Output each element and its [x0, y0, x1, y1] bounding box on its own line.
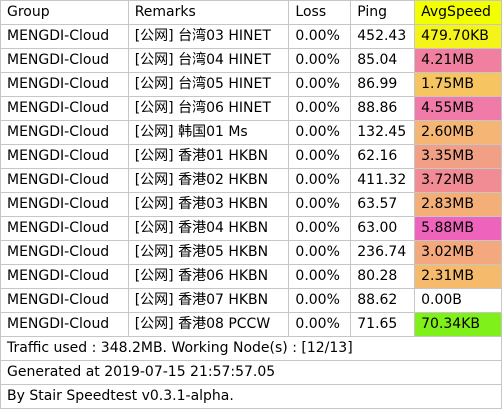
cell-remarks: [公网] 香港02 HKBN [127, 168, 290, 193]
cell-remarks: [公网] 台湾04 HINET [127, 48, 290, 73]
cell-ping: 85.04 [350, 48, 416, 73]
table-row: MENGDI-Cloud [公网] 香港03 HKBN 0.00% 63.57 2.83… [0, 192, 502, 217]
table-row: MENGDI-Cloud [公网] 台湾03 HINET 0.00% 452.43 47… [0, 24, 502, 49]
cell-group: MENGDI-Cloud [0, 120, 129, 145]
cell-remarks: [公网] 香港07 HKBN [127, 288, 290, 313]
cell-ping: 80.28 [350, 264, 416, 289]
table-row: MENGDI-Cloud [公网] 台湾05 HINET 0.00% 86.99 1.7… [0, 72, 502, 97]
table-row: MENGDI-Cloud [公网] 香港05 HKBN 0.00% 236.74 3.0… [0, 240, 502, 265]
header-row: Group Remarks Loss Ping AvgSpeed [0, 0, 502, 25]
cell-avgspeed: 0.00B [414, 288, 502, 313]
cell-avgspeed: 2.31MB [414, 264, 502, 289]
cell-remarks: [公网] 香港01 HKBN [127, 144, 290, 169]
cell-group: MENGDI-Cloud [0, 24, 129, 49]
cell-avgspeed: 3.02MB [414, 240, 502, 265]
cell-loss: 0.00% [288, 72, 352, 97]
header-loss: Loss [288, 0, 352, 25]
table-row: MENGDI-Cloud [公网] 香港02 HKBN 0.00% 411.32 3.7… [0, 168, 502, 193]
table-row: MENGDI-Cloud [公网] 香港01 HKBN 0.00% 62.16 3.35… [0, 144, 502, 169]
cell-avgspeed: 1.75MB [414, 72, 502, 97]
cell-avgspeed: 479.70KB [414, 24, 502, 49]
cell-group: MENGDI-Cloud [0, 288, 129, 313]
cell-avgspeed: 2.60MB [414, 120, 502, 145]
cell-remarks: [公网] 韩国01 Ms [127, 120, 290, 145]
cell-loss: 0.00% [288, 312, 352, 337]
cell-group: MENGDI-Cloud [0, 72, 129, 97]
table-row: MENGDI-Cloud [公网] 韩国01 Ms 0.00% 132.45 2.60M… [0, 120, 502, 145]
table-row: MENGDI-Cloud [公网] 香港08 PCCW 0.00% 71.65 70.3… [0, 312, 502, 337]
cell-avgspeed: 5.88MB [414, 216, 502, 241]
cell-group: MENGDI-Cloud [0, 144, 129, 169]
generator-credit: By Stair Speedtest v0.3.1-alpha. [0, 385, 502, 409]
cell-loss: 0.00% [288, 240, 352, 265]
traffic-summary: Traffic used : 348.2MB. Working Node(s) … [0, 337, 502, 361]
cell-group: MENGDI-Cloud [0, 312, 129, 337]
results-table: Group Remarks Loss Ping AvgSpeed MENGDI-… [0, 0, 502, 337]
cell-loss: 0.00% [288, 168, 352, 193]
cell-ping: 86.99 [350, 72, 416, 97]
cell-loss: 0.00% [288, 192, 352, 217]
cell-remarks: [公网] 香港06 HKBN [127, 264, 290, 289]
cell-ping: 236.74 [350, 240, 416, 265]
cell-remarks: [公网] 台湾03 HINET [127, 24, 290, 49]
table-row: MENGDI-Cloud [公网] 香港04 HKBN 0.00% 63.00 5.88… [0, 216, 502, 241]
cell-group: MENGDI-Cloud [0, 216, 129, 241]
cell-remarks: [公网] 香港04 HKBN [127, 216, 290, 241]
cell-loss: 0.00% [288, 120, 352, 145]
results-body: MENGDI-Cloud [公网] 台湾03 HINET 0.00% 452.43 47… [0, 24, 502, 337]
cell-group: MENGDI-Cloud [0, 240, 129, 265]
cell-ping: 88.86 [350, 96, 416, 121]
table-row: MENGDI-Cloud [公网] 台湾06 HINET 0.00% 88.86 4.5… [0, 96, 502, 121]
header-ping: Ping [350, 0, 416, 25]
cell-group: MENGDI-Cloud [0, 264, 129, 289]
cell-remarks: [公网] 香港05 HKBN [127, 240, 290, 265]
cell-ping: 88.62 [350, 288, 416, 313]
cell-loss: 0.00% [288, 264, 352, 289]
cell-ping: 63.00 [350, 216, 416, 241]
cell-avgspeed: 3.72MB [414, 168, 502, 193]
cell-ping: 62.16 [350, 144, 416, 169]
cell-loss: 0.00% [288, 24, 352, 49]
cell-ping: 452.43 [350, 24, 416, 49]
cell-ping: 63.57 [350, 192, 416, 217]
generated-timestamp: Generated at 2019-07-15 21:57:57.05 [0, 361, 502, 385]
cell-remarks: [公网] 香港08 PCCW [127, 312, 290, 337]
cell-group: MENGDI-Cloud [0, 168, 129, 193]
header-group: Group [0, 0, 129, 25]
cell-loss: 0.00% [288, 288, 352, 313]
cell-loss: 0.00% [288, 96, 352, 121]
cell-group: MENGDI-Cloud [0, 192, 129, 217]
header-avgspeed: AvgSpeed [414, 0, 502, 25]
cell-avgspeed: 2.83MB [414, 192, 502, 217]
header-remarks: Remarks [127, 0, 290, 25]
cell-loss: 0.00% [288, 216, 352, 241]
cell-remarks: [公网] 台湾05 HINET [127, 72, 290, 97]
cell-group: MENGDI-Cloud [0, 48, 129, 73]
cell-loss: 0.00% [288, 144, 352, 169]
cell-loss: 0.00% [288, 48, 352, 73]
cell-avgspeed: 4.55MB [414, 96, 502, 121]
cell-group: MENGDI-Cloud [0, 96, 129, 121]
cell-remarks: [公网] 香港03 HKBN [127, 192, 290, 217]
cell-ping: 71.65 [350, 312, 416, 337]
cell-avgspeed: 70.34KB [414, 312, 502, 337]
cell-avgspeed: 4.21MB [414, 48, 502, 73]
table-row: MENGDI-Cloud [公网] 台湾04 HINET 0.00% 85.04 4.2… [0, 48, 502, 73]
cell-remarks: [公网] 台湾06 HINET [127, 96, 290, 121]
cell-avgspeed: 3.35MB [414, 144, 502, 169]
cell-ping: 132.45 [350, 120, 416, 145]
table-row: MENGDI-Cloud [公网] 香港06 HKBN 0.00% 80.28 2.31… [0, 264, 502, 289]
cell-ping: 411.32 [350, 168, 416, 193]
table-row: MENGDI-Cloud [公网] 香港07 HKBN 0.00% 88.62 0.00… [0, 288, 502, 313]
